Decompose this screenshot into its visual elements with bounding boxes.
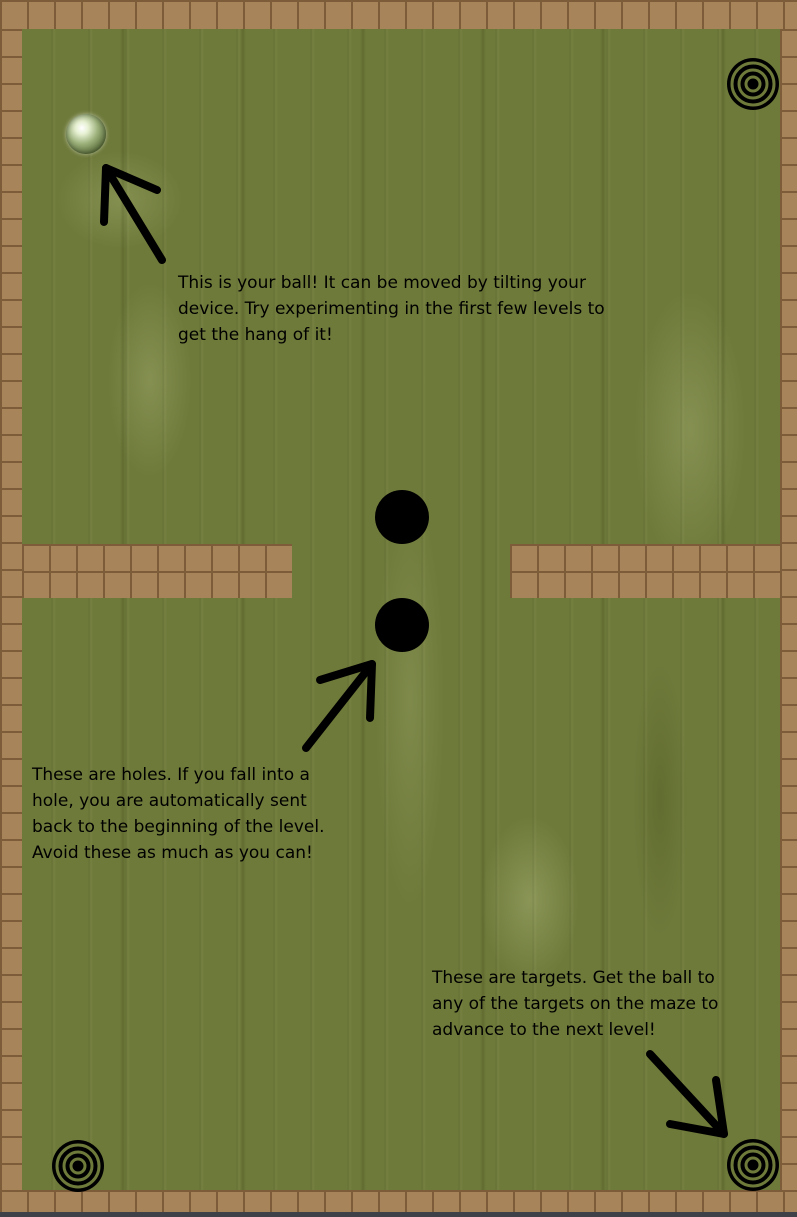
arrow-to-ball-icon [100,164,166,264]
arrow-to-hole-icon [302,660,376,752]
player-ball[interactable] [66,114,106,154]
arrow-to-target-icon [646,1050,728,1138]
hole-lower [375,598,429,652]
window-bottom-edge [0,1212,797,1217]
target-bottom-left-icon [52,1140,104,1192]
wall-top [0,0,797,29]
target-top-right-icon [727,58,779,110]
hole-upper [375,490,429,544]
target-bottom-right-icon [727,1139,779,1191]
wall-middle-left [22,544,292,598]
wall-right [780,29,797,1190]
ball-instruction-text: This is your ball! It can be moved by ti… [178,273,605,345]
wall-left [0,29,22,1190]
targets-instruction-text: These are targets. Get the ball to any o… [432,968,719,1040]
wall-bottom [0,1190,797,1212]
wall-middle-right [510,544,780,598]
holes-instruction-text: These are holes. If you fall into a hole… [32,765,325,863]
